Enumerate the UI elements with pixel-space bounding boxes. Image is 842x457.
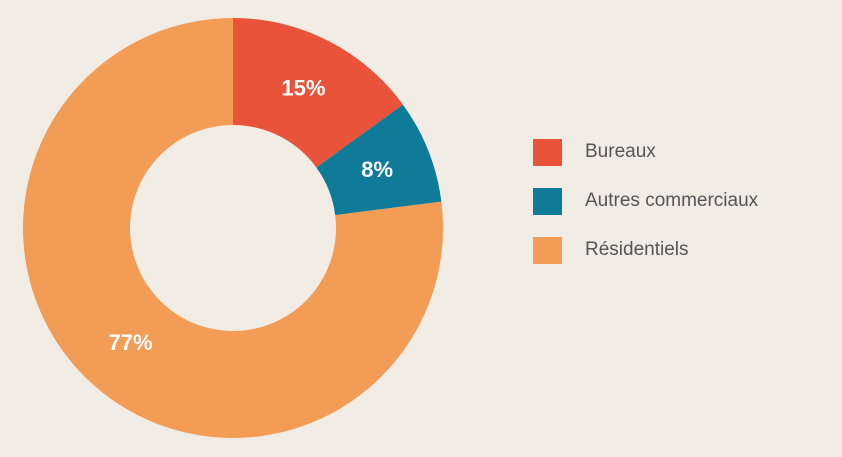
legend-label: Résidentiels <box>585 239 689 260</box>
slice-label: 15% <box>281 76 325 101</box>
legend-swatch <box>533 139 562 166</box>
slice-label: 77% <box>108 330 152 355</box>
legend-swatch <box>533 237 562 264</box>
legend-swatch <box>533 188 562 215</box>
slice <box>23 18 444 439</box>
slice <box>316 104 442 216</box>
legend-label: Bureaux <box>585 141 656 162</box>
slice <box>233 18 403 168</box>
legend-label: Autres commerciaux <box>585 190 759 211</box>
slice-label: 8% <box>361 157 393 182</box>
